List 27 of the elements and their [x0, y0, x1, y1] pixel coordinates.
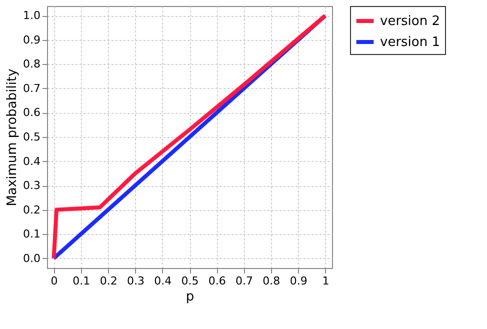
x-tick-label: 0.8: [262, 274, 280, 288]
y-tick-label: 0.5: [23, 130, 40, 144]
y-tick-label: 0.0: [23, 252, 40, 265]
y-tick-label: 0.2: [23, 203, 40, 216]
x-tick-label: 1: [322, 274, 330, 288]
y-tick-label: 0.3: [23, 179, 40, 192]
x-tick-label: 0: [50, 274, 58, 288]
y-axis-title: Maximum probability: [5, 68, 20, 206]
x-tick-label: 0.2: [100, 274, 118, 288]
y-tick-label: 0.1: [23, 228, 40, 241]
x-tick-label: 0.4: [154, 274, 172, 288]
x-tick-label: 0.3: [126, 274, 144, 288]
x-axis-title: p: [186, 290, 194, 304]
legend-label: version 1: [380, 35, 440, 50]
y-tick-label: 0.6: [23, 106, 40, 120]
x-tick-label: 0.6: [208, 274, 226, 288]
x-tick-label: 0.7: [236, 274, 254, 288]
x-tick-label: 0.9: [290, 274, 308, 288]
y-tick-label: 0.9: [23, 33, 40, 46]
x-tick-label: 0.5: [181, 274, 199, 288]
legend-label: version 2: [380, 14, 440, 29]
x-tick-label: 0.1: [72, 274, 90, 288]
y-tick-label: 0.4: [23, 154, 40, 168]
y-tick-label: 0.8: [23, 58, 40, 71]
line-series: [52, 14, 328, 260]
y-tick-label: 1.0: [23, 9, 40, 22]
y-tick-label: 0.7: [23, 82, 40, 95]
